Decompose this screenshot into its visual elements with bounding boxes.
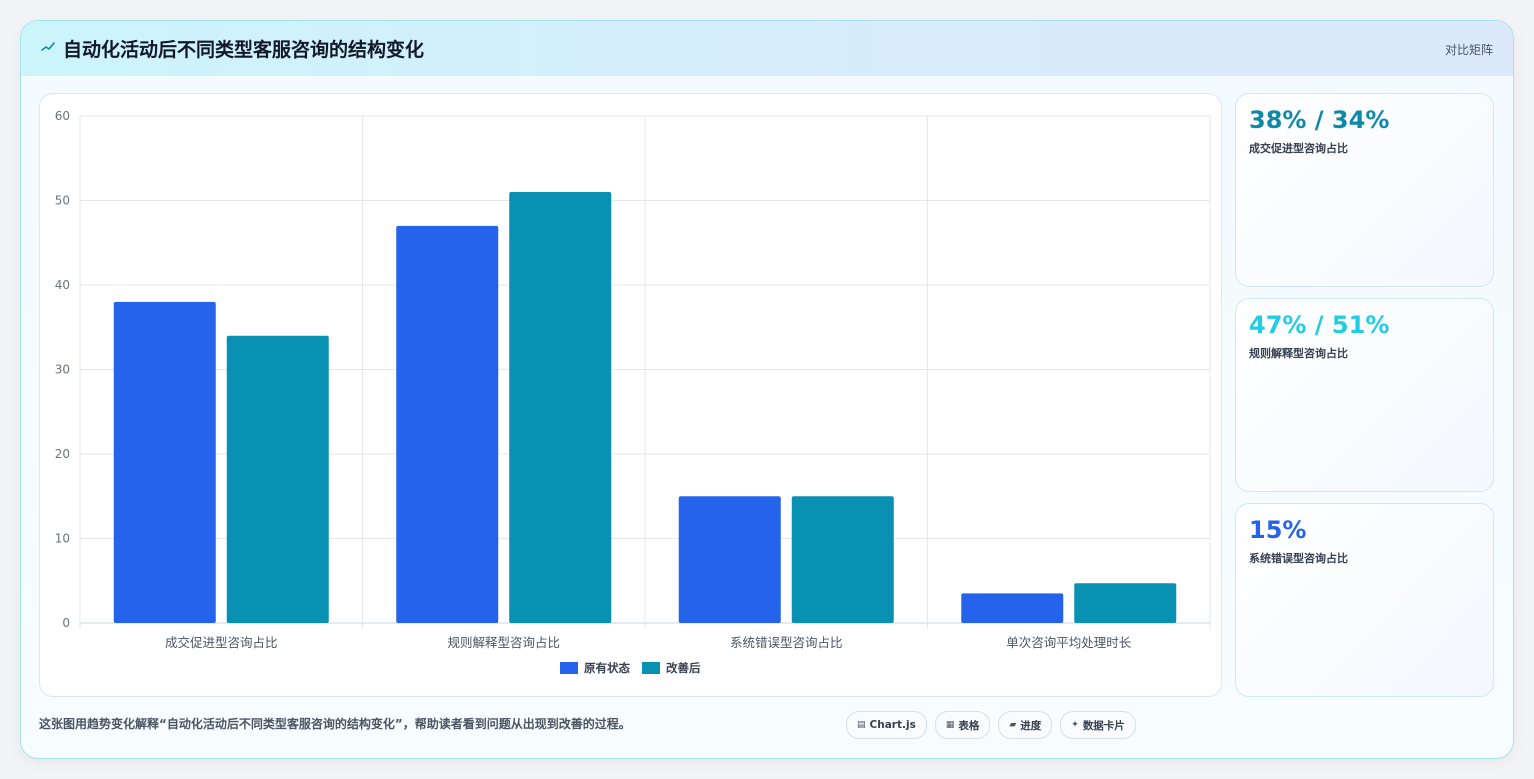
progress-icon: ▰ bbox=[1009, 720, 1017, 730]
y-tick-label: 40 bbox=[55, 278, 70, 292]
chip-label: 进度 bbox=[1020, 719, 1042, 732]
tech-chips: ▤ Chart.js ▦ 表格 ▰ 进度 ✦ 数据卡片 bbox=[846, 711, 1136, 739]
dashboard-card: 自动化活动后不同类型客服咨询的结构变化 对比矩阵 0 10 20 30 40 50 60 成交… bbox=[20, 20, 1514, 759]
x-tick-label: 单次咨询平均处理时长 bbox=[1006, 635, 1132, 650]
card-header: 自动化活动后不同类型客服咨询的结构变化 对比矩阵 bbox=[21, 21, 1513, 76]
sparkle-icon: ✦ bbox=[1071, 720, 1079, 730]
y-tick-label: 20 bbox=[55, 447, 70, 461]
stat-card-system-error: 15% 系统错误型咨询占比 bbox=[1235, 503, 1494, 697]
y-tick-label: 10 bbox=[55, 532, 70, 546]
chip-label: 表格 bbox=[958, 719, 980, 732]
chart-description: 这张图用趋势变化解释“自动化活动后不同类型客服咨询的结构变化”，帮助读者看到问题… bbox=[39, 717, 631, 731]
bar-original bbox=[678, 496, 781, 623]
table-icon: ▦ bbox=[945, 720, 955, 730]
chip-chartjs[interactable]: ▤ Chart.js bbox=[846, 711, 927, 739]
bar-improved bbox=[509, 192, 612, 624]
page-title: 自动化活动后不同类型客服咨询的结构变化 bbox=[63, 39, 425, 61]
y-tick-label: 0 bbox=[62, 616, 70, 630]
bar-original bbox=[396, 225, 499, 623]
x-tick-label: 规则解释型咨询占比 bbox=[447, 635, 560, 650]
chip-table[interactable]: ▦ 表格 bbox=[934, 711, 991, 739]
legend-swatch bbox=[642, 662, 660, 674]
comparison-matrix-label: 对比矩阵 bbox=[1444, 43, 1493, 57]
chart-icon: ▤ bbox=[857, 720, 866, 730]
bar-original bbox=[113, 301, 216, 623]
stat-value: 15% bbox=[1249, 516, 1307, 544]
stat-value: 38% / 34% bbox=[1249, 106, 1390, 134]
trend-line-icon bbox=[41, 42, 55, 51]
stat-label: 规则解释型咨询占比 bbox=[1249, 347, 1348, 360]
bar-chart: 0 10 20 30 40 50 60 成交促进型咨询占比 规则解释型咨询占比 系统错误型咨询占比… bbox=[55, 109, 1211, 675]
chip-data-card[interactable]: ✦ 数据卡片 bbox=[1060, 711, 1136, 739]
chart-panel: 0 10 20 30 40 50 60 成交促进型咨询占比 规则解释型咨询占比 系统错误型咨询占比… bbox=[39, 93, 1222, 697]
legend-label: 改善后 bbox=[666, 661, 701, 675]
bar-improved bbox=[1074, 583, 1177, 623]
bar-improved bbox=[791, 496, 894, 623]
stat-label: 系统错误型咨询占比 bbox=[1249, 552, 1348, 565]
y-tick-label: 50 bbox=[55, 194, 70, 208]
legend-label: 原有状态 bbox=[584, 661, 630, 675]
chip-label: Chart.js bbox=[869, 719, 916, 731]
y-tick-label: 60 bbox=[55, 109, 70, 123]
chip-progress[interactable]: ▰ 进度 bbox=[998, 711, 1053, 739]
stat-label: 成交促进型咨询占比 bbox=[1249, 142, 1348, 155]
legend-swatch bbox=[560, 662, 578, 674]
bar-original bbox=[961, 593, 1064, 623]
bar-improved bbox=[226, 335, 329, 623]
y-tick-label: 30 bbox=[55, 363, 70, 377]
stat-card-rules: 47% / 51% 规则解释型咨询占比 bbox=[1235, 298, 1494, 492]
stat-card-conversion: 38% / 34% 成交促进型咨询占比 bbox=[1235, 93, 1494, 287]
stat-value: 47% / 51% bbox=[1249, 311, 1390, 339]
chip-label: 数据卡片 bbox=[1082, 719, 1125, 732]
x-tick-label: 成交促进型咨询占比 bbox=[165, 635, 278, 650]
x-tick-label: 系统错误型咨询占比 bbox=[730, 635, 843, 650]
